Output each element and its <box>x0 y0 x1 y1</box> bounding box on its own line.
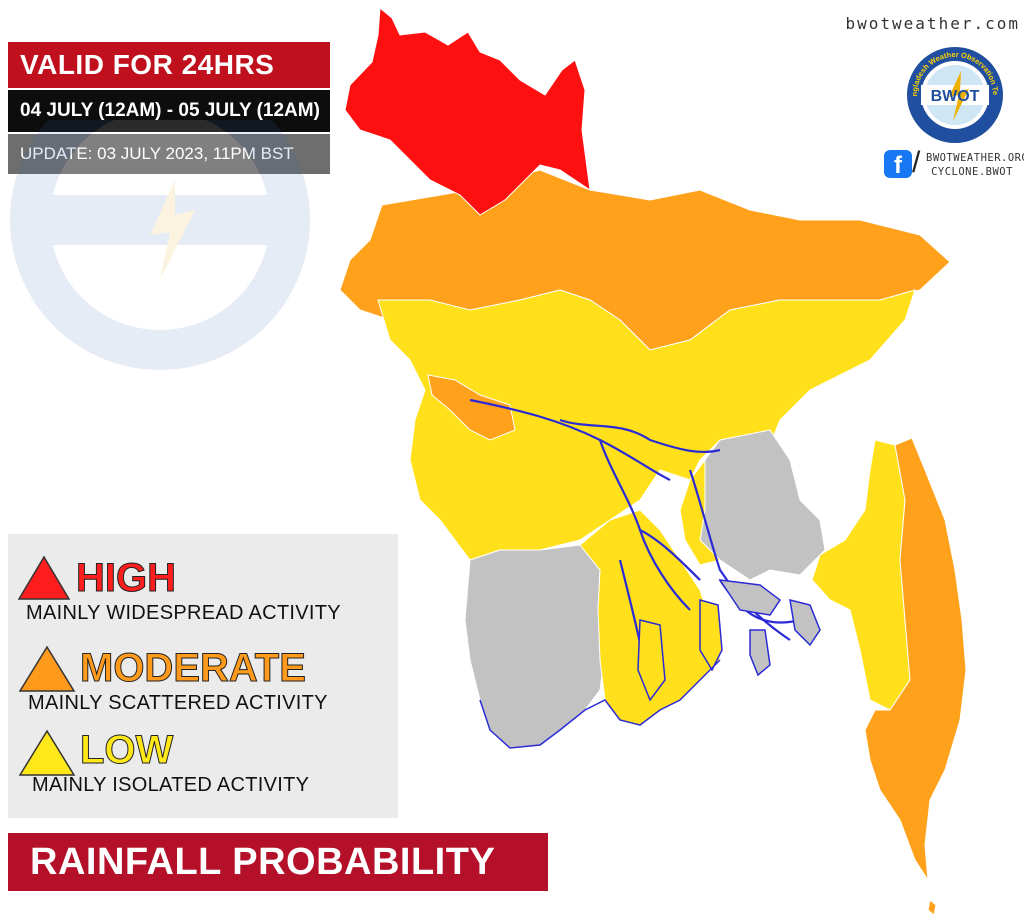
legend-high-label: HIGH <box>76 556 177 601</box>
delta-islands-low <box>637 599 723 702</box>
social-handle-2: CYCLONE.BWOT <box>931 166 1013 178</box>
delta-islands <box>718 579 821 677</box>
watermark-logo <box>10 120 310 370</box>
high-triangle-icon <box>17 555 71 600</box>
legend-moderate-label: MODERATE <box>80 646 307 691</box>
legend-low-label: LOW <box>79 728 174 773</box>
bangladesh-rainfall-map <box>339 6 967 916</box>
legend-high-description: MAINLY WIDESPREAD ACTIVITY <box>26 602 341 624</box>
bwot-logo: BWOT Bangladesh Weather Observation Team <box>905 45 1003 143</box>
legend-low-description: MAINLY ISOLATED ACTIVITY <box>32 774 310 796</box>
site-url: bwotweather.com <box>845 14 1020 33</box>
low-triangle-icon <box>18 729 76 776</box>
rainfall-probability-title: RAINFALL PROBABILITY <box>8 833 548 891</box>
region-none-east <box>699 429 826 581</box>
legend-moderate-description: MAINLY SCATTERED ACTIVITY <box>28 692 328 714</box>
region-moderate-west-patch <box>427 374 516 441</box>
region-high-north <box>344 6 591 216</box>
legend-panel: HIGH MAINLY WIDESPREAD ACTIVITY MODERATE… <box>8 534 398 818</box>
social-handle-1: BWOTWEATHER.ORG <box>926 152 1024 164</box>
update-time-banner: UPDATE: 03 JULY 2023, 11PM BST <box>8 134 330 174</box>
svg-text:BWOT: BWOT <box>931 88 980 105</box>
region-low-east-pocket <box>679 458 721 566</box>
facebook-icon: f <box>884 150 912 178</box>
coastline <box>479 659 721 749</box>
moderate-triangle-icon <box>18 645 76 692</box>
valid-period-banner: VALID FOR 24HRS <box>8 42 330 88</box>
island-south <box>927 899 937 916</box>
slash-separator: / <box>912 146 921 179</box>
date-range-banner: 04 JULY (12AM) - 05 JULY (12AM) <box>8 90 330 132</box>
region-low-southeast <box>811 439 911 711</box>
region-moderate-southeast <box>864 437 967 881</box>
